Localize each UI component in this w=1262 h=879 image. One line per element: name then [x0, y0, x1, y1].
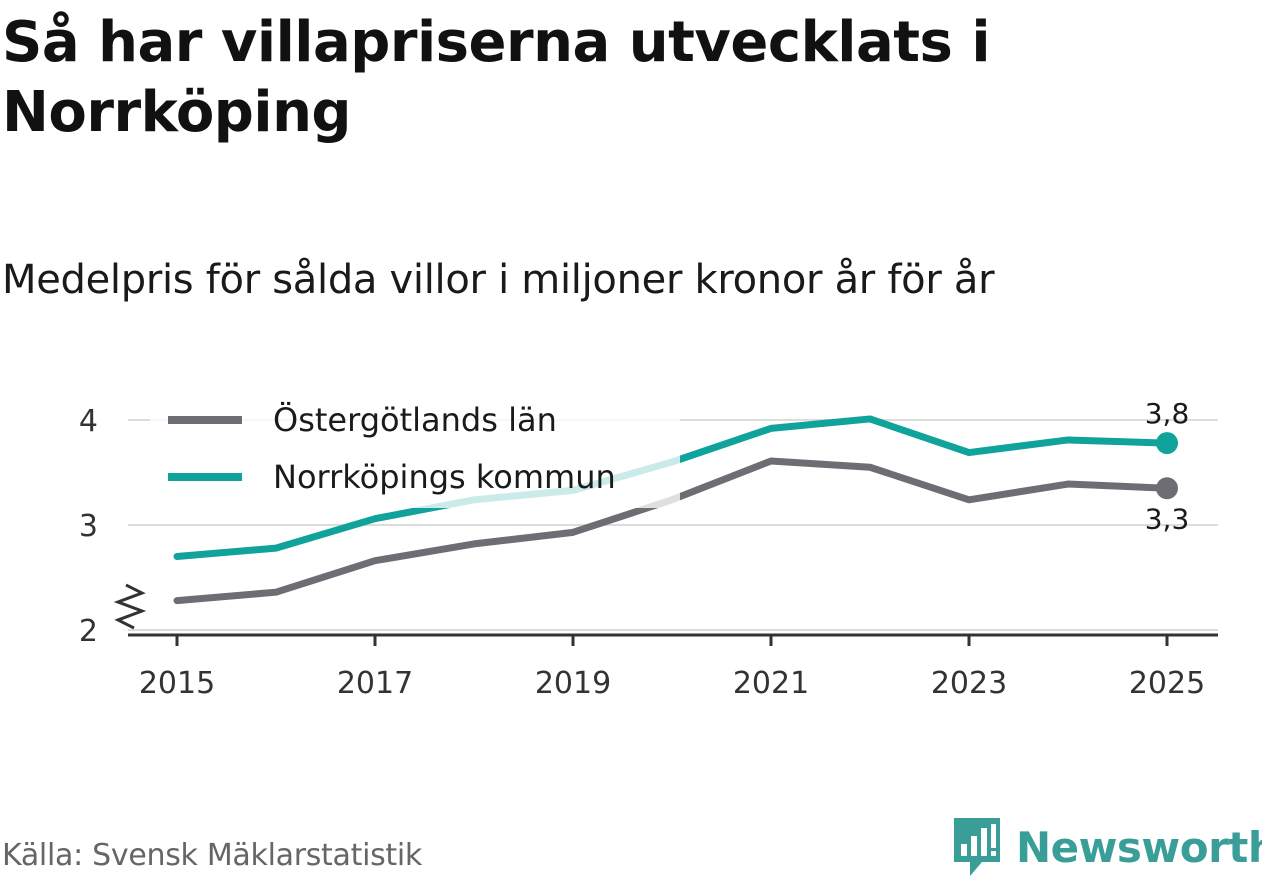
x-tick-label: 2017 [337, 666, 413, 701]
legend-background [150, 390, 680, 508]
chart-subtitle: Medelpris för sålda villor i miljoner kr… [2, 257, 995, 303]
end-value-label: 3,8 [1145, 397, 1190, 430]
x-tick-label: 2019 [535, 666, 611, 701]
chart-title: Så har villapriserna utvecklats i Norrkö… [2, 10, 991, 145]
y-tick-label: 2 [79, 614, 98, 649]
x-tick-label: 2025 [1129, 666, 1205, 701]
end-value-label: 3,3 [1145, 502, 1190, 535]
x-tick-label: 2021 [733, 666, 809, 701]
line-chart: Östergötlands län Norrköpings kommun 2 3 4 3… [79, 390, 1218, 701]
legend-label: Norrköpings kommun [273, 458, 616, 496]
series-end-point [1156, 432, 1178, 455]
y-tick-label: 4 [79, 404, 98, 439]
source-note: Källa: Svensk Mäklarstatistik [2, 838, 423, 873]
brand-name: Newsworthy [1016, 822, 1262, 872]
brand-logo[interactable]: Newsworthy [952, 816, 1262, 878]
newsworthy-logo-icon [954, 818, 1000, 876]
x-tick-label: 2015 [139, 666, 215, 701]
legend-label: Östergötlands län [273, 401, 557, 439]
axis-break-zigzag [113, 583, 147, 630]
series-end-point [1156, 477, 1178, 500]
x-tick-label: 2023 [931, 666, 1007, 701]
y-tick-label: 3 [79, 509, 98, 544]
